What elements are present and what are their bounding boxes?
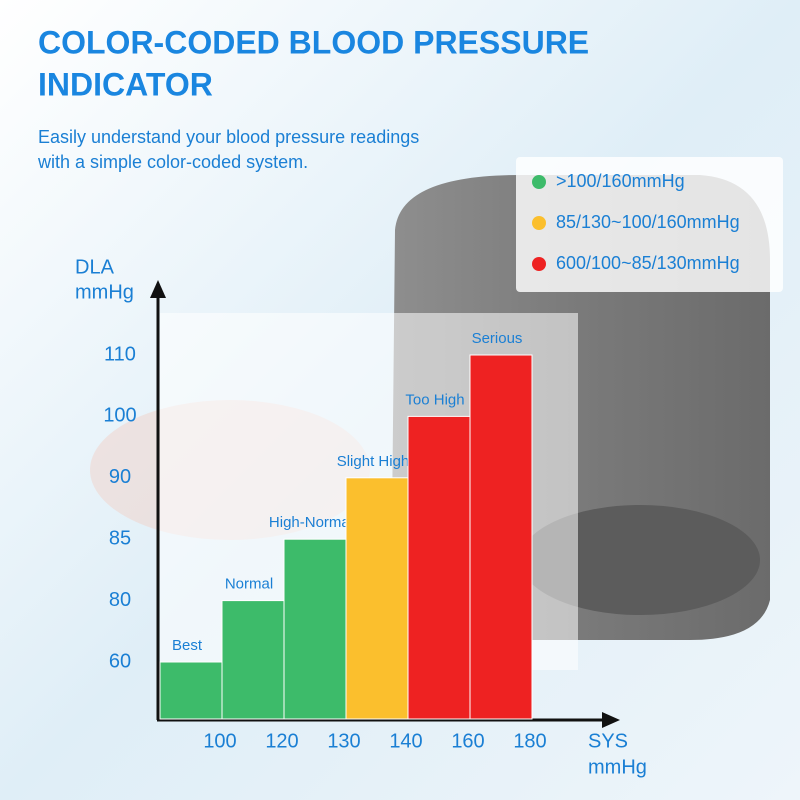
- device-cuff: [520, 505, 760, 615]
- x-axis-label: mmHg: [588, 756, 647, 778]
- bar: [159, 661, 223, 720]
- subtitle-line: with a simple color-coded system.: [37, 152, 308, 172]
- x-axis-label: SYS: [588, 730, 628, 752]
- bar-label: Serious: [472, 330, 523, 347]
- bar: [469, 354, 533, 720]
- legend-label: 85/130~100/160mmHg: [556, 212, 740, 232]
- y-tick-label: 85: [109, 527, 131, 549]
- title-line: COLOR-CODED BLOOD PRESSURE: [38, 24, 589, 60]
- x-tick-label: 120: [265, 730, 298, 752]
- y-tick-label: 100: [103, 405, 136, 427]
- y-tick-label: 90: [109, 466, 131, 488]
- subtitle-line: Easily understand your blood pressure re…: [38, 127, 419, 147]
- x-tick-label: 160: [451, 730, 484, 752]
- legend-swatch: [532, 175, 546, 189]
- legend-box: [516, 157, 783, 292]
- x-tick-label: 100: [203, 730, 236, 752]
- y-tick-label: 110: [104, 343, 136, 365]
- y-tick-label: 60: [109, 650, 131, 672]
- legend-label: >100/160mmHg: [556, 171, 685, 191]
- bar: [283, 538, 347, 720]
- bar-label: Best: [172, 637, 203, 654]
- legend-swatch: [532, 257, 546, 271]
- legend-swatch: [532, 216, 546, 230]
- title-line: INDICATOR: [38, 66, 213, 102]
- bar-label: Normal: [225, 576, 273, 593]
- bar-label: Too High: [405, 391, 464, 408]
- x-tick-label: 180: [513, 730, 546, 752]
- bar: [407, 415, 471, 720]
- x-tick-label: 130: [327, 730, 360, 752]
- legend-label: 600/100~85/130mmHg: [556, 253, 740, 273]
- bar: [345, 477, 409, 720]
- bar: [221, 600, 285, 720]
- y-tick-label: 80: [109, 589, 131, 611]
- y-axis-arrow: [150, 280, 166, 298]
- x-tick-label: 140: [389, 730, 422, 752]
- y-axis-label: DLA: [75, 256, 115, 278]
- bar-label: Slight High: [337, 453, 410, 470]
- x-axis-arrow: [602, 712, 620, 728]
- bar-label: High-Normal: [269, 514, 353, 531]
- y-axis-label: mmHg: [75, 281, 134, 303]
